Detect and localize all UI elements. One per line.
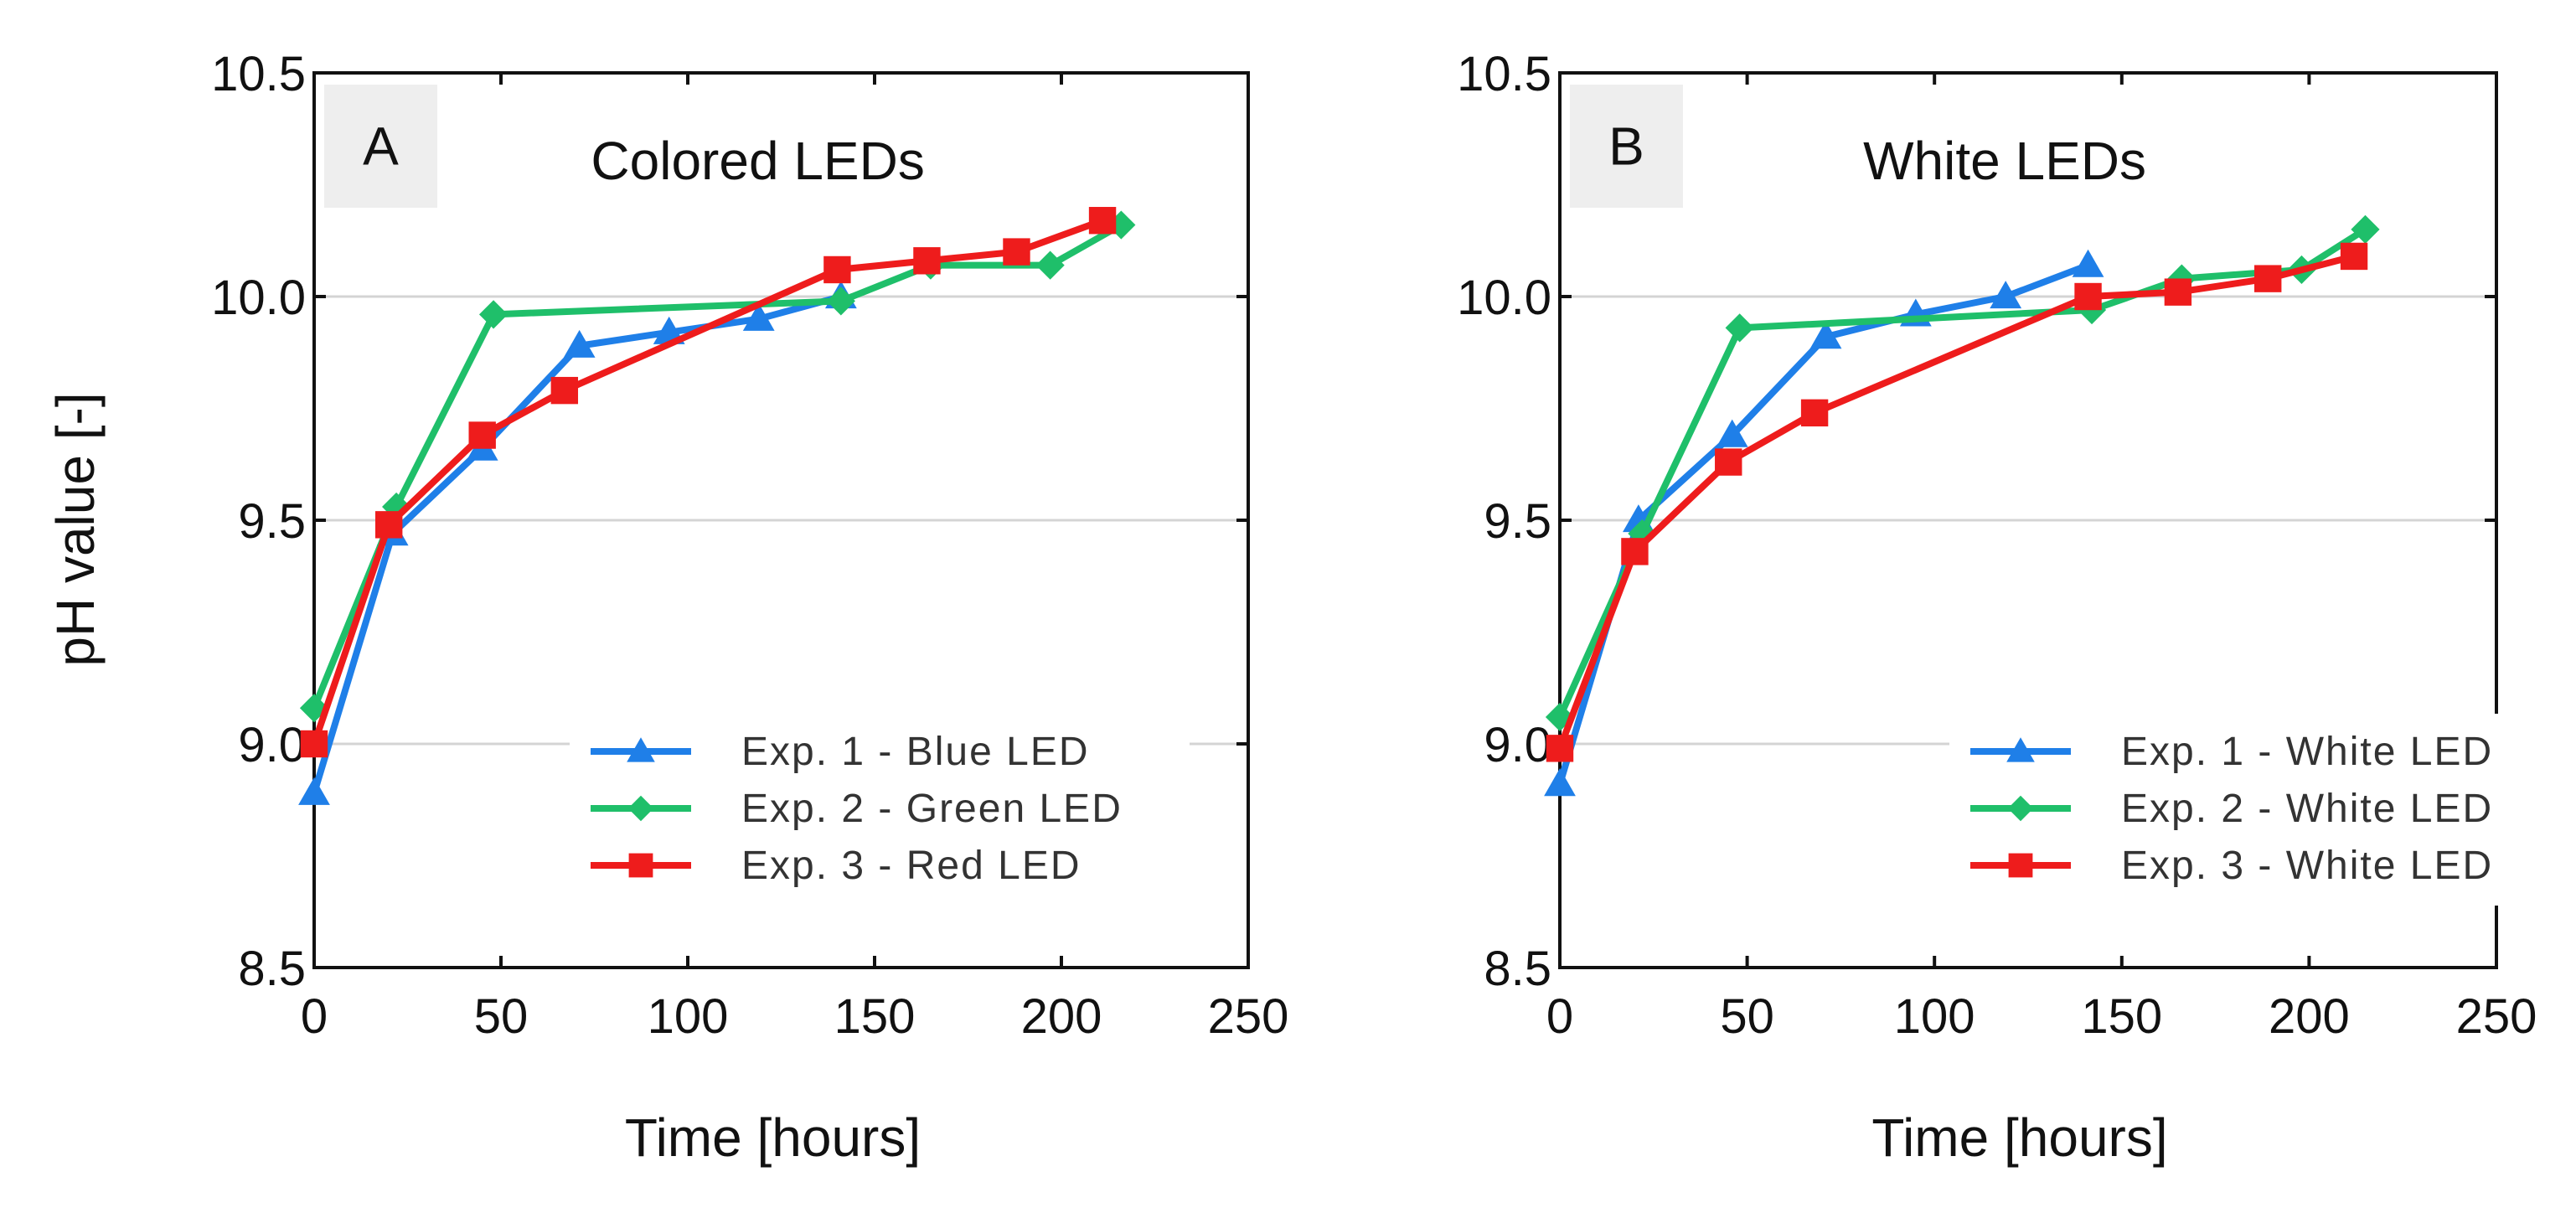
legend-entry-exp-1-white-led: Exp. 1 - White LED (2121, 730, 2493, 774)
panel-b: B White LEDs 8.5 9.0 9.5 10.0 10.5 0 50 100 150 200… (1457, 47, 2569, 1168)
data-point (2340, 242, 2368, 271)
data-point (298, 777, 330, 805)
panel-label-box (324, 85, 437, 208)
x-tick-label: 150 (2081, 989, 2162, 1044)
legend-entry-exp-3-white-led: Exp. 3 - White LED (2121, 844, 2493, 888)
legend-marker-exp-2-white-led (2007, 795, 2034, 822)
data-point (913, 247, 941, 275)
data-point (1003, 238, 1030, 266)
data-point (1809, 321, 1842, 349)
data-point (1545, 702, 1575, 732)
x-tick-label: 200 (2269, 989, 2350, 1044)
y-tick-label: 9.0 (238, 718, 306, 772)
chart-title: Colored LEDs (591, 131, 924, 191)
y-tick-label: 9.5 (238, 494, 306, 549)
data-point (468, 421, 496, 449)
data-point (382, 492, 411, 522)
data-point (2074, 282, 2102, 311)
y-tick-label: 10.5 (211, 47, 306, 101)
legend: Exp. 1 - Blue LED Exp. 2 - Green LED Exp. … (570, 714, 1190, 906)
data-point (1088, 207, 1117, 235)
y-tick-label: 10.5 (1457, 47, 1551, 101)
panel-label: B (1608, 116, 1644, 177)
x-axis-title: Time [hours] (625, 1107, 921, 1168)
x-tick-label: 50 (1720, 989, 1774, 1044)
data-point (2164, 278, 2192, 306)
legend-entry-exp-3-red-led: Exp. 3 - Red LED (741, 844, 1082, 888)
data-point (2351, 214, 2380, 244)
data-point (1725, 313, 1754, 343)
x-tick-label: 50 (474, 989, 529, 1044)
data-point (1035, 250, 1065, 280)
x-axis-title: Time [hours] (1871, 1107, 2167, 1168)
x-tick-label: 250 (2456, 989, 2537, 1044)
series-exp-3-white-led (1546, 242, 2368, 762)
x-tick-label: 200 (1021, 989, 1102, 1044)
legend: Exp. 1 - White LED Exp. 2 - White LED Exp.… (1949, 714, 2569, 906)
data-point (1990, 281, 2022, 309)
panel-a: A Colored LEDs 8.5 9.0 9.5 10.0 10.5 0 50 100 150 2… (211, 47, 1288, 1168)
x-tick-label: 100 (1894, 989, 1975, 1044)
data-point (1621, 538, 1649, 565)
series-exp-2-green-led (299, 210, 1136, 723)
data-point (742, 302, 775, 331)
legend-marker-exp-3-white-led (2008, 853, 2033, 878)
data-point (1628, 519, 1657, 549)
y-tick-label: 8.5 (238, 942, 306, 996)
chart-title: White LEDs (1863, 131, 2146, 191)
y-tick-label: 9.0 (1484, 718, 1551, 772)
data-point (1715, 448, 1742, 476)
data-point (1544, 768, 1576, 797)
data-point (375, 511, 403, 539)
x-tick-label: 250 (1208, 989, 1289, 1044)
data-point (823, 256, 851, 284)
legend-marker-exp-2-green-led (627, 795, 654, 822)
series-line (1556, 252, 2358, 752)
legend-marker-exp-3-red-led (628, 853, 653, 878)
series-exp-2-white-led (1545, 214, 2380, 732)
legend-marker-exp-1-white-led (2006, 737, 2035, 762)
data-point (1546, 735, 1574, 762)
data-point (826, 286, 855, 316)
y-tick-label: 10.0 (1457, 271, 1551, 325)
panel-label-box (1570, 85, 1683, 208)
x-tick-label: 100 (648, 989, 729, 1044)
data-point (563, 329, 596, 358)
y-axis-title: pH value [-] (45, 392, 106, 666)
y-tick-label: 10.0 (211, 271, 306, 325)
y-tick-label: 8.5 (1484, 942, 1551, 996)
data-point (2072, 249, 2104, 277)
legend-marker-exp-1-blue-led (627, 737, 655, 762)
y-tick-label: 9.5 (1484, 494, 1551, 549)
legend-entry-exp-1-blue-led: Exp. 1 - Blue LED (741, 730, 1090, 774)
x-tick-label: 150 (834, 989, 916, 1044)
data-point (550, 376, 579, 405)
data-point (300, 730, 328, 758)
data-point (2254, 265, 2282, 292)
data-point (1800, 399, 1829, 427)
x-tick-label: 0 (301, 989, 328, 1044)
legend-entry-exp-2-white-led: Exp. 2 - White LED (2121, 787, 2493, 831)
series-exp-3-red-led (300, 207, 1117, 758)
data-point (478, 300, 508, 329)
panel-label: A (363, 116, 399, 177)
x-tick-label: 0 (1546, 989, 1573, 1044)
legend-entry-exp-2-green-led: Exp. 2 - Green LED (741, 787, 1123, 831)
data-point (1716, 419, 1748, 447)
series-line (311, 217, 1107, 747)
